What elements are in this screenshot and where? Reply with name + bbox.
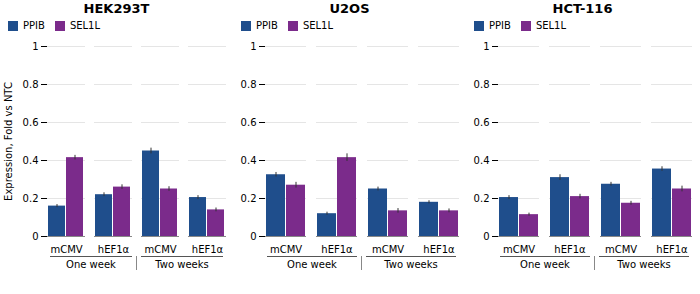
- svg-text:mCMV: mCMV: [372, 244, 404, 255]
- html-text:PPIB: PPIB: [23, 20, 45, 31]
- html-text:U2OS: U2OS: [329, 1, 370, 16]
- svg-text:hEF1α: hEF1α: [98, 244, 130, 255]
- svg-text:hEF1α: hEF1α: [321, 244, 353, 255]
- svg-text:0.2: 0.2: [241, 193, 257, 204]
- svg-text:0: 0: [483, 231, 489, 242]
- svg-text:0.4: 0.4: [241, 155, 257, 166]
- svg-text:0.4: 0.4: [474, 155, 490, 166]
- html-text:PPIB: PPIB: [489, 20, 511, 31]
- html-text:One week: One week: [66, 259, 116, 270]
- svg-text:0.6: 0.6: [474, 117, 490, 128]
- svg-text:0.6: 0.6: [23, 117, 39, 128]
- svg-text:0.8: 0.8: [474, 79, 490, 90]
- svg-text:Expression, Fold vs NTC: Expression, Fold vs NTC: [3, 82, 14, 201]
- svg-text:mCMV: mCMV: [605, 244, 637, 255]
- html-text:One week: One week: [287, 259, 337, 270]
- svg-text:hEF1α: hEF1α: [554, 244, 586, 255]
- svg-text:0.4: 0.4: [23, 155, 39, 166]
- svg-text:0: 0: [32, 231, 38, 242]
- html-text:HCT-116: HCT-116: [552, 1, 613, 16]
- svg-text:0.8: 0.8: [241, 79, 257, 90]
- svg-text:mCMV: mCMV: [144, 244, 176, 255]
- svg-text:1: 1: [483, 41, 489, 52]
- html-text:Two weeks: Two weeks: [155, 259, 209, 270]
- html-text:HEK293T: HEK293T: [83, 1, 150, 16]
- html-text:SEL1L: SEL1L: [302, 20, 333, 31]
- html-text:Two weeks: Two weeks: [617, 259, 671, 270]
- svg-text:1: 1: [250, 41, 256, 52]
- html-text:Two weeks: Two weeks: [384, 259, 438, 270]
- svg-text:hEF1α: hEF1α: [192, 244, 224, 255]
- svg-text:mCMV: mCMV: [50, 244, 82, 255]
- html-text:One week: One week: [520, 259, 570, 270]
- svg-text:mCMV: mCMV: [503, 244, 535, 255]
- svg-text:0.6: 0.6: [241, 117, 257, 128]
- svg-text:0: 0: [250, 231, 256, 242]
- svg-text:0.8: 0.8: [23, 79, 39, 90]
- html-text:SEL1L: SEL1L: [69, 20, 100, 31]
- svg-text:1: 1: [32, 41, 38, 52]
- html-text:SEL1L: SEL1L: [535, 20, 566, 31]
- html-text:PPIB: PPIB: [256, 20, 278, 31]
- svg-text:0.2: 0.2: [474, 193, 490, 204]
- svg-text:hEF1α: hEF1α: [423, 244, 455, 255]
- svg-text:mCMV: mCMV: [270, 244, 302, 255]
- svg-text:0.2: 0.2: [23, 193, 39, 204]
- svg-text:hEF1α: hEF1α: [656, 244, 688, 255]
